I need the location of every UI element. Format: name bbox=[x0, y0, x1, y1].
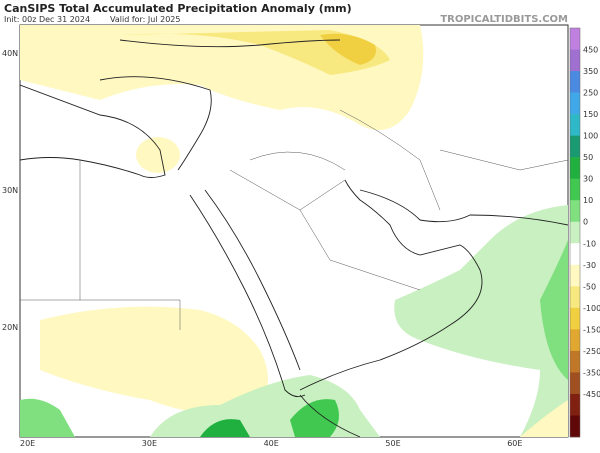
lon-label: 20E bbox=[20, 439, 35, 448]
colorbar-swatch bbox=[570, 71, 580, 93]
title: CanSIPS Total Accumulated Precipitation … bbox=[4, 2, 352, 15]
lon-label: 40E bbox=[264, 439, 279, 448]
colorbar-label: 50 bbox=[583, 153, 593, 162]
colorbar-label: -150 bbox=[583, 325, 600, 334]
colorbar-swatch bbox=[570, 135, 580, 158]
colorbar-swatch bbox=[570, 415, 580, 438]
colorbar-label: 100 bbox=[583, 132, 598, 141]
axis-labels: 20E 30E 40E 50E 60E 40N 30N 20N bbox=[2, 49, 522, 448]
colorbar-label: 10 bbox=[583, 196, 593, 205]
colorbar-swatch bbox=[570, 372, 580, 395]
anomaly-fields bbox=[20, 25, 568, 437]
colorbar-label: 350 bbox=[583, 67, 598, 76]
colorbar-swatch bbox=[570, 28, 580, 50]
colorbar-swatch bbox=[570, 49, 580, 72]
colorbar-label: 150 bbox=[583, 110, 598, 119]
lon-label: 30E bbox=[142, 439, 157, 448]
colorbar-swatch bbox=[570, 350, 580, 373]
valid-time: Valid for: Jul 2025 bbox=[110, 15, 180, 24]
colorbar-frame bbox=[569, 27, 581, 438]
watermark: TROPICALTIDBITS.COM bbox=[440, 14, 568, 25]
colorbar-swatch bbox=[570, 329, 580, 352]
colorbar-label: 0 bbox=[583, 218, 588, 227]
colorbar-swatch bbox=[570, 243, 580, 266]
colorbar-label: -350 bbox=[583, 368, 600, 377]
colorbar: 4503502501501005030100-10-30-50-100-150-… bbox=[569, 27, 600, 438]
colorbar-swatch bbox=[570, 307, 580, 330]
colorbar-swatch bbox=[570, 114, 580, 136]
lat-label: 40N bbox=[2, 49, 18, 58]
coastlines bbox=[20, 39, 568, 437]
map bbox=[19, 24, 569, 438]
colorbar-swatch bbox=[570, 286, 580, 309]
colorbar-swatch bbox=[570, 92, 580, 115]
colorbar-label: 450 bbox=[583, 46, 598, 55]
colorbar-label: 250 bbox=[583, 89, 598, 98]
colorbar-label: -50 bbox=[583, 282, 596, 291]
colorbar-label: -450 bbox=[583, 390, 600, 399]
lat-label: 20N bbox=[2, 323, 18, 332]
colorbar-label: 30 bbox=[583, 175, 593, 184]
colorbar-swatch bbox=[570, 264, 580, 287]
colorbar-label: -30 bbox=[583, 261, 596, 270]
init-time: Init: 00z Dec 31 2024 bbox=[4, 15, 90, 24]
lat-label: 30N bbox=[2, 186, 18, 195]
colorbar-swatch bbox=[570, 393, 580, 416]
colorbar-swatch bbox=[570, 178, 580, 201]
colorbar-label: -250 bbox=[583, 347, 600, 356]
lon-label: 60E bbox=[507, 439, 522, 448]
colorbar-swatch bbox=[570, 200, 580, 223]
colorbar-label: -100 bbox=[583, 304, 600, 313]
colorbar-swatch bbox=[570, 221, 580, 244]
colorbar-swatch bbox=[570, 157, 580, 179]
lon-label: 50E bbox=[385, 439, 400, 448]
colorbar-label: -10 bbox=[583, 239, 596, 248]
